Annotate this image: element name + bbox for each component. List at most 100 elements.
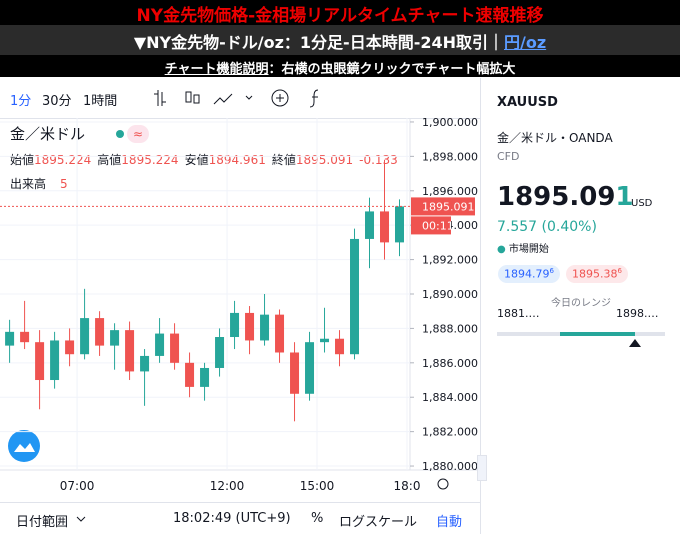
y-tick-label: 1,892.000: [422, 254, 478, 267]
note-text: ：右横の虫眼鏡クリックでチャート幅拡大: [268, 62, 516, 77]
y-tick-label: 1,886.000: [422, 357, 478, 370]
candle-body: [350, 238, 360, 355]
last-price-label: 1895.091: [422, 200, 475, 213]
side-kind: CFD: [497, 150, 520, 163]
interval[interactable]: 1分: [10, 94, 32, 109]
banner: NY金先物価格-金相場リアルタイムチャート速報推移: [0, 0, 680, 26]
y-tick-label: 1,896.000: [422, 185, 478, 198]
candles: [5, 159, 405, 422]
ohlc-value: 1895.091: [296, 153, 353, 167]
candle-body: [305, 342, 315, 394]
volume-value: 5: [60, 177, 68, 191]
ohlc-header: 始値1895.224 高値1895.224 安値1894.961 終値1895.091…: [10, 152, 398, 167]
settings-icon[interactable]: [437, 478, 449, 490]
bid-digit: 6: [549, 267, 554, 275]
interval[interactable]: 30分: [42, 94, 72, 109]
candle-body: [395, 206, 405, 243]
candle-body: [275, 314, 285, 353]
range-high: 1898.…: [616, 307, 659, 320]
y-tick-label: 1,888.000: [422, 322, 478, 335]
note-label[interactable]: チャート機能説明: [164, 62, 269, 77]
bid-main: 1894.79: [504, 267, 550, 281]
badge-bg: [127, 125, 149, 143]
ohlc-value: 1895.224: [34, 153, 91, 167]
auto-scale[interactable]: 自動: [436, 515, 463, 530]
candle-body: [365, 211, 375, 239]
logo[interactable]: [8, 430, 40, 462]
candle-body: [245, 312, 255, 341]
chart: 金／米ドル ≈ 出来高 5 始値1895.224 高値1895.224 安値1894…: [0, 118, 480, 493]
side-price: 1895.091: [497, 182, 634, 212]
price-main: 1895.09: [497, 182, 616, 212]
price-digit: 1: [615, 182, 634, 212]
range-fill: [560, 332, 635, 336]
ohlc-label: 終値: [272, 152, 296, 167]
side-change: 7.557 (0.40%): [497, 219, 597, 235]
candle-body: [320, 338, 330, 343]
banner-title: NY金先物価格-金相場リアルタイムチャート速報推移: [136, 6, 544, 26]
range-marker: [629, 339, 641, 347]
candle-body: [95, 318, 105, 346]
candle-body: [5, 331, 15, 346]
candle-body: [290, 352, 300, 394]
status-text: 市場開始: [508, 244, 549, 255]
candle-body: [215, 337, 225, 368]
logo-icon: [14, 443, 35, 452]
candle-body: [155, 333, 165, 356]
candle-body: [35, 342, 45, 381]
candle-body: [185, 362, 195, 387]
countdown-box: [411, 216, 451, 235]
x-tick-label: 12:00: [210, 479, 245, 493]
candle-body: [125, 330, 135, 372]
y-tick-label: 1,890.000: [422, 288, 478, 301]
currency: USD: [631, 198, 653, 209]
symbol-label: 金／米ドル: [10, 125, 85, 143]
panel-handle[interactable]: [477, 455, 487, 481]
status-dot: [116, 130, 124, 138]
interval[interactable]: 1時間: [83, 94, 118, 109]
footer: 日付範囲 18:02:49 (UTC+9) % ログスケール 自動: [0, 502, 480, 535]
range-label: 今日のレンジ: [551, 298, 611, 309]
side-panel: XAUUSD 金／米ドル・OANDA CFD 1895.091 USD 7.55…: [481, 78, 680, 534]
side-symbol: XAUUSD: [497, 95, 558, 110]
x-tick-label: 15:00: [300, 479, 335, 493]
toolbar: 1分 30分 1時間: [0, 78, 480, 119]
ask: 1895.386: [566, 265, 628, 283]
date-range[interactable]: 日付範囲: [16, 515, 69, 530]
subtitle-text: ▼NY金先物-ドル/oz：1分足-日本時間-24H取引｜: [133, 33, 504, 52]
status: ● 市場開始: [497, 244, 549, 255]
side-name: 金／米ドル・OANDA: [497, 131, 613, 145]
subtitle-link[interactable]: 円/oz: [504, 33, 547, 52]
last-price-box: [411, 197, 475, 216]
note-bar: チャート機能説明：右横の虫眼鏡クリックでチャート幅拡大: [0, 55, 680, 77]
clock: 18:02:49 (UTC+9): [173, 511, 291, 526]
badge[interactable]: ≈: [133, 127, 143, 141]
candle-body: [110, 330, 120, 346]
bid: 1894.796: [498, 265, 560, 283]
ohlc-label: 高値: [97, 152, 121, 167]
candle-body: [80, 318, 90, 355]
candle-body: [335, 338, 345, 355]
volume-label: 出来高: [10, 176, 46, 191]
log-scale[interactable]: ログスケール: [339, 515, 418, 530]
candle-body: [260, 314, 270, 341]
countdown: 00:11: [422, 219, 454, 232]
percent[interactable]: %: [311, 511, 324, 526]
candle-body: [380, 211, 390, 243]
candle-body: [170, 333, 180, 363]
ohlc-value: 1895.224: [121, 153, 178, 167]
y-tick-label: 1,882.000: [422, 426, 478, 439]
note: チャート機能説明：右横の虫眼鏡クリックでチャート幅拡大: [0, 58, 680, 77]
ohlc-value: 1894.961: [209, 153, 266, 167]
range-low: 1881.…: [497, 307, 540, 320]
ohlc-label: 安値: [185, 152, 209, 167]
candle-body: [230, 312, 240, 338]
candle-body: [50, 340, 60, 381]
toolbar-icons[interactable]: [150, 86, 330, 110]
y-tick-label: 1,884.000: [422, 391, 478, 404]
candle-body: [20, 331, 30, 343]
y-tick-label: 1,900.000: [422, 118, 478, 129]
subtitle: ▼NY金先物-ドル/oz：1分足-日本時間-24H取引｜円/oz: [0, 29, 680, 53]
chevron[interactable]: [76, 515, 86, 523]
